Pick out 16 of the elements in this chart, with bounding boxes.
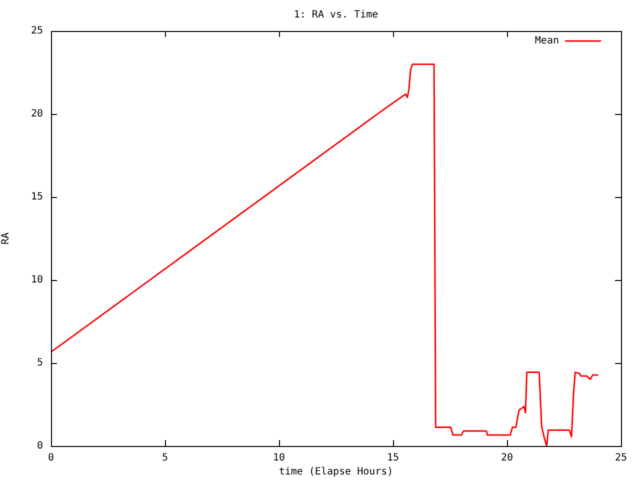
- x-axis-title: time (Elapse Hours): [278, 466, 394, 478]
- y-tick-label: 15: [30, 192, 43, 203]
- y-tick-label: 0: [36, 440, 43, 452]
- y-tick-label: 20: [30, 108, 43, 120]
- x-tick-label: 15: [386, 452, 400, 464]
- y-axis-title: RA: [0, 232, 12, 245]
- legend-label: Mean: [534, 36, 559, 47]
- y-tick-label: 25: [30, 26, 43, 37]
- x-tick-label: 20: [500, 452, 514, 464]
- x-tick-label: 10: [272, 452, 286, 464]
- chart-title: 1: RA vs. Time: [294, 10, 378, 21]
- x-tick-label: 0: [48, 452, 54, 464]
- x-tick-label: 5: [162, 452, 168, 464]
- y-tick-label: 10: [30, 274, 43, 286]
- x-tick-label: 25: [614, 452, 628, 464]
- y-tick-label: 5: [36, 358, 43, 369]
